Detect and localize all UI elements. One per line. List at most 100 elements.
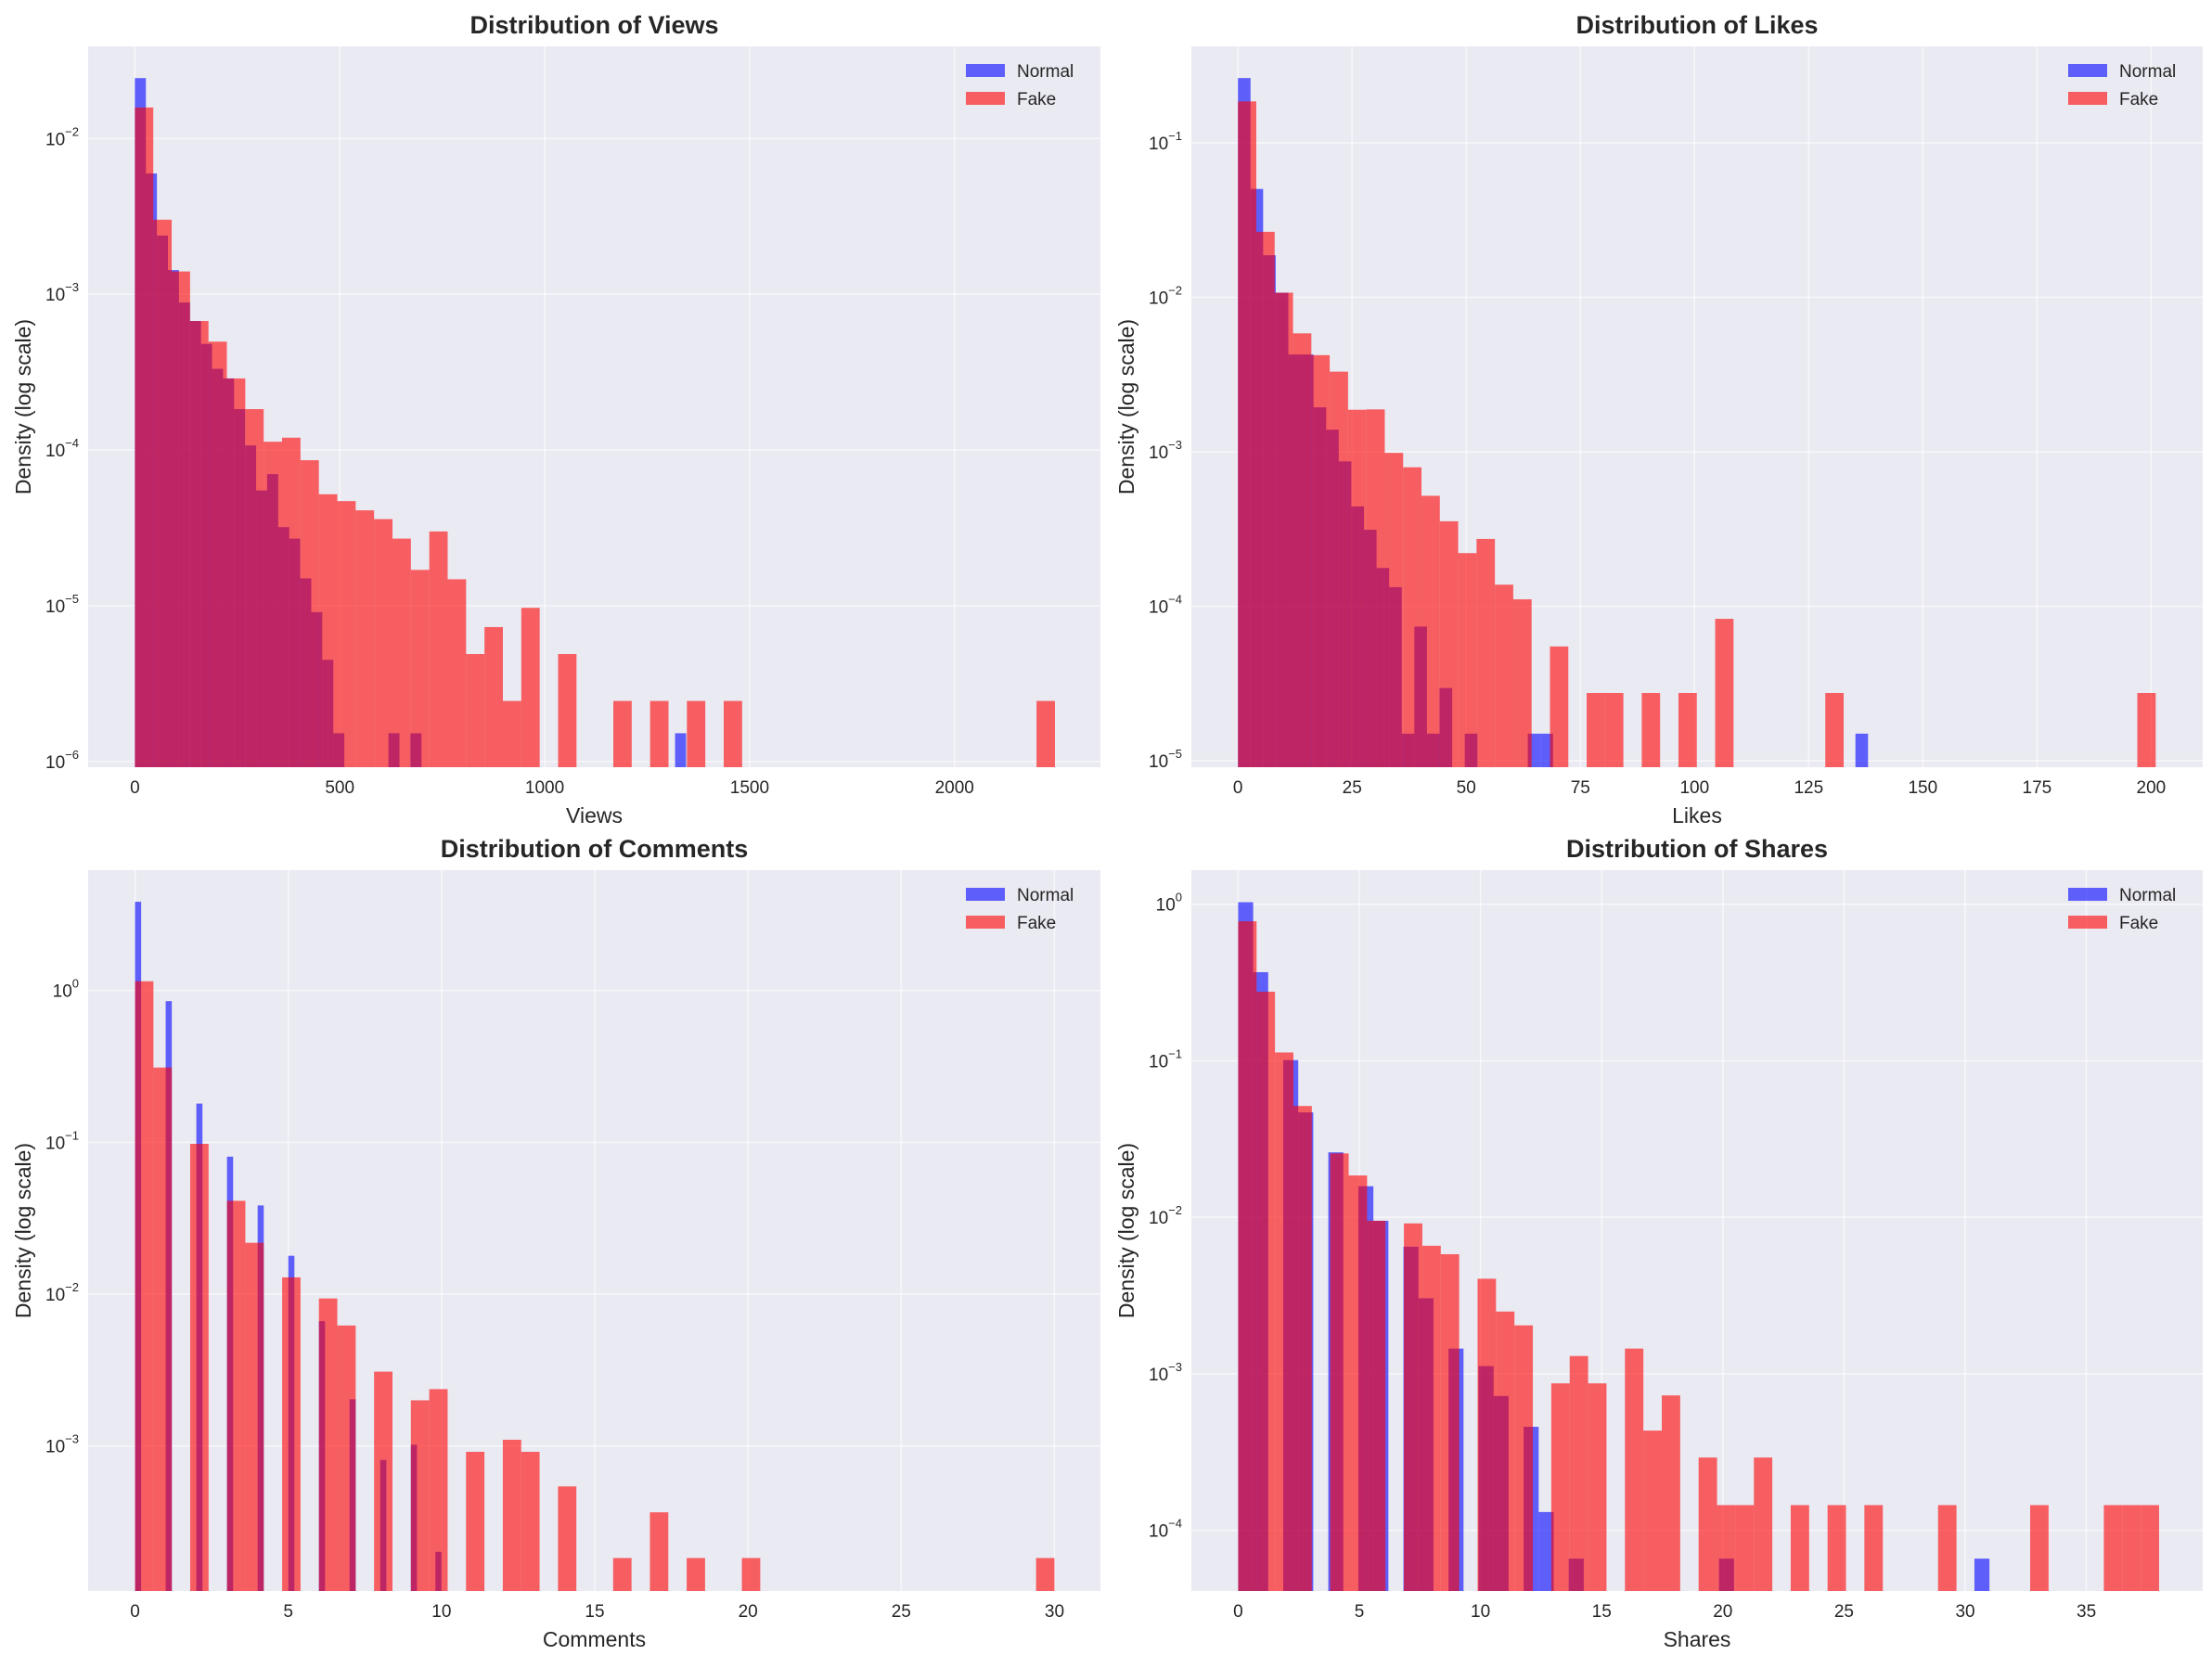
bar-fake bbox=[2030, 1505, 2049, 1591]
bar-fake bbox=[337, 1325, 356, 1591]
x-tick-label: 10 bbox=[431, 1602, 451, 1622]
y-tick-label: 10−4 bbox=[1149, 593, 1182, 618]
legend: Normal Fake bbox=[2068, 886, 2176, 933]
y-tick-label: 10−3 bbox=[45, 1432, 79, 1457]
bar-fake bbox=[484, 626, 504, 767]
x-tick-label: 2000 bbox=[935, 778, 974, 798]
x-tick-label: 25 bbox=[892, 1602, 911, 1622]
x-tick-label: 30 bbox=[1955, 1602, 1974, 1622]
bar-fake bbox=[1496, 1311, 1515, 1591]
bar-fake bbox=[1864, 1505, 1884, 1591]
legend-label-fake: Fake bbox=[2119, 914, 2158, 933]
x-tick-label: 75 bbox=[1571, 778, 1590, 798]
bar-fake bbox=[2122, 1505, 2141, 1591]
bar-fake bbox=[447, 579, 467, 767]
legend-label-fake: Fake bbox=[1017, 914, 1056, 933]
bar-fake bbox=[374, 519, 393, 767]
bar-fake bbox=[612, 1558, 632, 1591]
bar-fake bbox=[1256, 992, 1276, 1591]
bar-fake bbox=[1641, 692, 1661, 767]
y-tick-label: 10−4 bbox=[45, 436, 79, 461]
x-tick-label: 125 bbox=[1794, 778, 1823, 798]
x-axis-label: Likes bbox=[1672, 803, 1722, 828]
legend-label-normal: Normal bbox=[1017, 62, 1074, 82]
legend-swatch-fake bbox=[966, 92, 1005, 105]
bar-normal bbox=[1538, 1511, 1554, 1591]
bar-fake bbox=[612, 700, 632, 767]
bar-fake bbox=[1421, 1245, 1441, 1591]
x-tick-label: 25 bbox=[1343, 778, 1362, 798]
bar-fake bbox=[1292, 1106, 1312, 1591]
bar-fake bbox=[1421, 495, 1440, 767]
legend-swatch-normal bbox=[966, 64, 1005, 77]
bar-fake bbox=[429, 1389, 448, 1591]
bar-fake bbox=[1678, 692, 1697, 767]
bar-fake bbox=[466, 1451, 485, 1591]
subplot-shares: 0 5 10 15 20 25 30 35 10−4 10−3 10−2 10−1 100 Distrib… bbox=[1114, 835, 2203, 1651]
legend-swatch-normal bbox=[2068, 888, 2107, 901]
bar-fake bbox=[337, 501, 356, 767]
x-axis-label: Views bbox=[566, 803, 623, 828]
x-tick-label: 1000 bbox=[525, 778, 564, 798]
bar-fake bbox=[741, 1558, 761, 1591]
x-tick-label: 25 bbox=[1834, 1602, 1854, 1622]
chart-title: Distribution of Shares bbox=[1566, 835, 1828, 863]
x-tick-label: 150 bbox=[1908, 778, 1937, 798]
y-tick-label: 10−2 bbox=[1149, 1203, 1182, 1228]
bar-fake bbox=[189, 321, 209, 767]
y-tick-label: 10−1 bbox=[1149, 1046, 1182, 1071]
bar-fake bbox=[1403, 467, 1422, 767]
x-tick-label: 0 bbox=[1233, 778, 1243, 798]
x-tick-label: 15 bbox=[1592, 1602, 1612, 1622]
x-tick-label: 200 bbox=[2137, 778, 2167, 798]
bar-fake bbox=[503, 700, 521, 767]
bar-fake bbox=[1735, 1505, 1755, 1591]
legend-label-normal: Normal bbox=[1017, 886, 1074, 905]
bar-fake bbox=[687, 700, 706, 767]
bar-fake bbox=[1495, 584, 1513, 767]
subplot-comments: 0 5 10 15 20 25 30 10−3 10−2 10−1 100 Distribution … bbox=[11, 835, 1100, 1651]
bar-normal bbox=[1974, 1559, 1990, 1591]
bar-fake bbox=[153, 219, 173, 767]
bar-normal bbox=[1540, 733, 1553, 767]
y-tick-label: 100 bbox=[53, 977, 79, 1002]
y-axis-label: Density (log scale) bbox=[1114, 319, 1138, 494]
bar-fake bbox=[1238, 101, 1256, 767]
x-tick-label: 0 bbox=[130, 1602, 140, 1622]
bar-fake bbox=[1238, 921, 1257, 1591]
bar-fake bbox=[466, 654, 485, 767]
y-tick-label: 10−1 bbox=[45, 1128, 79, 1153]
y-axis-label: Density (log scale) bbox=[1114, 1143, 1138, 1318]
bar-fake bbox=[521, 1451, 540, 1591]
bar-fake bbox=[226, 378, 246, 767]
bar-fake bbox=[1275, 1052, 1293, 1591]
chart-title: Distribution of Likes bbox=[1575, 11, 1818, 39]
x-tick-label: 35 bbox=[2077, 1602, 2096, 1622]
bar-fake bbox=[208, 341, 227, 767]
bar-fake bbox=[1588, 1383, 1607, 1591]
x-tick-label: 5 bbox=[1355, 1602, 1365, 1622]
bar-fake bbox=[1717, 1505, 1736, 1591]
bar-fake bbox=[1439, 520, 1459, 767]
bar-fake bbox=[2103, 1505, 2123, 1591]
bar-fake bbox=[1348, 1175, 1368, 1591]
series-fake bbox=[1238, 921, 2159, 1591]
bar-fake bbox=[410, 570, 430, 767]
y-tick-label: 10−3 bbox=[45, 280, 79, 305]
bar-fake bbox=[410, 1400, 430, 1591]
x-tick-label: 500 bbox=[325, 778, 354, 798]
y-tick-label: 10−3 bbox=[1149, 1360, 1182, 1385]
bar-fake bbox=[1458, 553, 1477, 767]
legend-swatch-fake bbox=[2068, 92, 2107, 105]
bar-fake bbox=[1825, 692, 1845, 767]
x-tick-label: 1500 bbox=[730, 778, 769, 798]
bar-fake bbox=[300, 460, 319, 767]
bar-fake bbox=[1036, 700, 1055, 767]
x-tick-label: 50 bbox=[1457, 778, 1476, 798]
bar-fake bbox=[558, 654, 577, 767]
series-fake bbox=[135, 981, 1055, 1591]
bar-fake bbox=[1550, 646, 1569, 767]
bar-fake bbox=[1477, 1278, 1497, 1591]
bar-fake bbox=[649, 1512, 669, 1591]
legend-swatch-fake bbox=[966, 916, 1005, 929]
